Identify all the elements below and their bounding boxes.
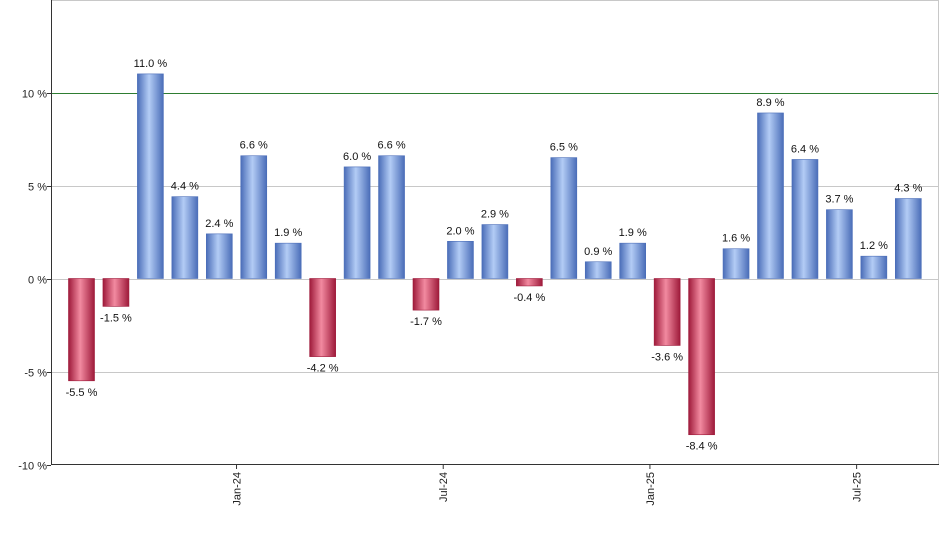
bar [137,73,164,279]
bar-value-label: 1.9 % [619,227,647,239]
gridlines [51,0,939,373]
bar-value-label: 2.0 % [446,225,474,237]
axes: -10 % -5 % 0 % 5 % 10 % Jan-24 Jul-24 Jan-25 Jul… [18,0,939,506]
y-tick-label: 5 % [28,182,47,194]
x-tick-label: Jul-25 [852,472,864,502]
bar-value-label: 2.9 % [481,209,509,221]
bar-value-label: -3.6 % [651,351,683,363]
data-labels: -5.5 % -1.5 % 11.0 % 4.4 % 2.4 % 6.6 % 1.9 % -4… [66,58,923,453]
bar [343,166,371,279]
bar [550,157,578,279]
bar-value-label: 8.9 % [756,97,784,109]
bar [722,248,750,279]
bar [757,112,784,279]
bar [894,198,922,279]
bar-value-label: 6.0 % [343,151,371,163]
bar-value-label: -8.4 % [686,441,718,453]
y-tick-label: 0 % [28,275,47,287]
bar [791,159,819,279]
bar-value-label: 1.6 % [722,233,750,245]
bar [240,155,268,279]
bar-value-label: 6.4 % [791,143,819,155]
bar-value-label: -1.5 % [100,312,132,324]
bar-value-label: 1.2 % [860,240,888,252]
bar [826,209,853,279]
bar [860,255,888,279]
bar-value-label: 6.6 % [240,140,268,152]
bar [688,278,715,436]
bar-value-label: 11.0 % [134,58,168,70]
bar [516,278,543,287]
y-tick-label: 10 % [22,89,47,101]
x-tick-label: Jul-24 [438,472,450,502]
y-tick-label: -5 % [24,368,47,380]
bar-value-label: -4.2 % [307,363,339,375]
bar [102,278,130,307]
bars [68,73,922,436]
bar [653,278,681,346]
bar [171,196,199,279]
bar [68,278,95,382]
y-tick-label: -10 % [18,461,47,473]
bar-value-label: 4.3 % [894,183,922,195]
bar [481,224,509,279]
bar [447,241,474,279]
bar [584,261,612,279]
x-tick-label: Jan-25 [645,472,657,506]
x-tick-label: Jan-24 [232,472,244,506]
bar-value-label: -5.5 % [66,387,98,399]
bar [274,242,302,279]
bar [619,242,647,279]
bar-value-label: -1.7 % [410,316,442,328]
bar-value-label: 0.9 % [584,246,612,258]
bar [206,233,233,279]
bar-value-label: 4.4 % [171,181,199,193]
bar-value-label: 6.6 % [377,140,405,152]
bar [378,155,405,279]
bar-value-label: 3.7 % [825,194,853,206]
bar [309,278,336,357]
bar-value-label: 6.5 % [550,142,578,154]
bar [412,278,440,311]
bar-value-label: -0.4 % [513,292,545,304]
bar-value-label: 2.4 % [205,218,233,230]
bar-value-label: 1.9 % [274,227,302,239]
